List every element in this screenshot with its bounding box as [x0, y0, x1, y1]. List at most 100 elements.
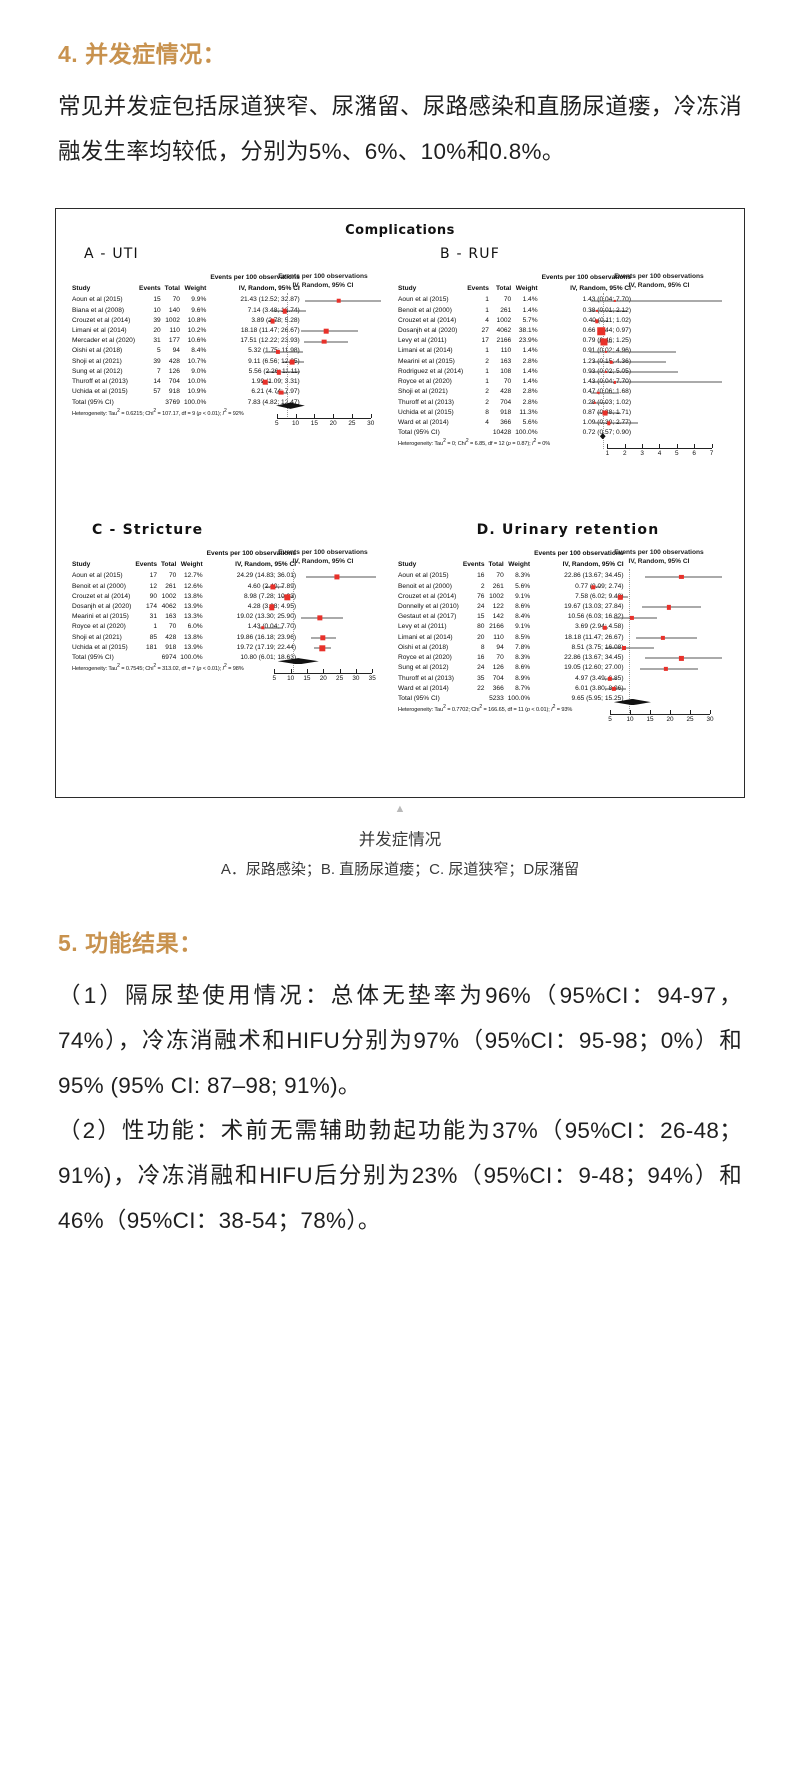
row-study: Uchida et al (2015)	[72, 643, 128, 651]
row-weight: 8.3%	[515, 572, 531, 580]
axis-tick-label: 25	[336, 675, 344, 683]
row-ci: 21.43 (12.52; 32.87)	[240, 296, 300, 304]
effect-size-marker	[319, 645, 326, 651]
row-study: Aoun et al (2015)	[72, 296, 123, 304]
row-total: 110	[493, 633, 504, 641]
table-row: Sung et al (2012) 24 126 8.6% 19.05 (12.60; …	[396, 663, 626, 673]
plot-header-top: Events per 100 observations	[278, 548, 368, 556]
row-events: 2	[485, 388, 489, 396]
axis-tick	[694, 444, 696, 449]
row-events: 76	[477, 592, 485, 600]
effect-size-marker	[334, 574, 340, 580]
row-total: 4062	[496, 326, 512, 334]
row-total: 428	[500, 388, 512, 396]
col-header-ci-top: Events per 100 observations	[534, 549, 624, 557]
effect-size-marker	[660, 635, 665, 641]
plot-header-top: Events per 100 observations	[278, 272, 368, 280]
axis-tick-label: 6	[692, 450, 696, 458]
table-row: Shoji et al (2021) 39 428 10.7% 9.11 (6.56; …	[70, 357, 302, 367]
table-row: Thuroff et al (2013) 14 704 10.0% 1.99 (1.09…	[70, 377, 302, 387]
confidence-interval-line	[642, 606, 702, 608]
row-events: 17	[481, 337, 489, 345]
row-events: 57	[153, 388, 161, 396]
row-events: 15	[153, 296, 161, 304]
collapse-arrow-icon[interactable]: ▲	[394, 802, 406, 815]
row-weight: 2.8%	[522, 398, 538, 406]
effect-size-marker	[260, 626, 265, 630]
col-header-events: Events	[139, 285, 161, 293]
confidence-interval-line	[258, 627, 284, 629]
col-header-total: Total	[164, 285, 180, 293]
axis-tick-label: 5	[272, 675, 277, 683]
row-total: 110	[500, 347, 512, 355]
col-header-weight: Weight	[180, 561, 203, 569]
row-events: 1	[485, 378, 489, 386]
row-study: Thuroff et al (2013)	[72, 378, 128, 386]
figure-caption-main: 并发症情况	[358, 830, 442, 849]
figure-caption: 并发症情况 A．尿路感染；B. 直肠尿道瘘；C. 尿道狭窄；D尿潴留	[55, 825, 745, 885]
effect-size-marker	[282, 308, 288, 314]
row-study: Mearini et al (2015)	[398, 357, 455, 365]
row-study: Rodriguez et al (2014)	[398, 367, 464, 375]
effect-size-marker	[275, 349, 281, 354]
row-study: Mercader et al (2020)	[72, 337, 136, 345]
forest-plot-canvas[interactable]: Complications A - UTI Events per 100 obs…	[55, 207, 745, 798]
row-events: 7	[157, 367, 161, 375]
row-ci: 8.51 (3.75; 16.08)	[571, 643, 624, 651]
row-events: 1	[485, 296, 489, 304]
row-total: 428	[165, 633, 177, 641]
row-ci: 0.47 (0.06; 1.68)	[582, 388, 632, 396]
row-ci: 5.56 (2.26; 11.11)	[248, 367, 300, 375]
confidence-interval-line	[590, 402, 608, 404]
row-ci: 10.56 (6.03; 16.82)	[567, 613, 624, 621]
reference-line	[293, 568, 295, 675]
row-study: Sung et al (2012)	[72, 367, 123, 375]
row-study: Crouzet et al (2014)	[72, 316, 131, 324]
heterogeneity-text: Heterogeneity: Tau2 = 0; Chi2 = 6.85, df…	[398, 438, 551, 448]
table-row: Royce et al (2020) 1 70 6.0% 1.43 (0.04; 7.7…	[70, 622, 298, 632]
row-weight: 38.1%	[518, 326, 538, 334]
section-5: 5. 功能结果： （1）隔尿垫使用情况：总体无垫率为96%（95%CI：94-9…	[0, 929, 800, 1243]
table-row: Uchida et al (2015) 181 918 13.9% 19.72 (17.…	[70, 643, 298, 653]
effect-size-marker	[600, 338, 608, 346]
axis-tick	[370, 413, 372, 418]
row-study: Dosanjh et al (2020)	[72, 602, 132, 610]
plot-header-bottom: IV, Random, 95% CI	[292, 281, 354, 289]
row-weight: 8.5%	[515, 633, 531, 641]
row-weight: 13.8%	[183, 592, 203, 600]
summary-diamond	[613, 698, 651, 706]
row-events: 8	[480, 643, 485, 651]
figure-caption-sub: A．尿路感染；B. 直肠尿道瘘；C. 尿道狭窄；D尿潴留	[220, 861, 580, 879]
row-study: Aoun et al (2015)	[72, 572, 123, 580]
axis-tick-label: 15	[303, 675, 311, 683]
row-study: Thuroff et al (2013)	[398, 674, 454, 682]
total-ci: 9.65 (5.95; 15.25)	[571, 694, 624, 702]
row-weight: 8.9%	[515, 674, 531, 682]
row-total: 126	[168, 367, 180, 375]
row-study: Uchida et al (2015)	[72, 388, 128, 396]
axis-tick-label: 15	[310, 419, 318, 427]
row-study: Mearini et al (2015)	[72, 613, 129, 621]
axis-tick-label: 20	[666, 716, 674, 724]
effect-size-marker	[618, 595, 623, 600]
table-row: Biana et al (2008) 10 140 9.6% 7.14 (3.48; 1…	[70, 306, 302, 316]
col-header-total: Total	[495, 285, 512, 293]
row-weight: 10.9%	[187, 388, 207, 396]
row-ci: 5.32 (1.75; 11.98)	[248, 347, 300, 355]
axis-tick-label: 25	[686, 716, 694, 724]
effect-size-marker	[270, 318, 275, 324]
total-label: Total (95% CI)	[398, 694, 440, 702]
row-study: Dosanjh et al (2020)	[398, 326, 458, 334]
row-study: Crouzet et al (2014)	[72, 592, 131, 600]
row-events: 90	[149, 592, 158, 600]
effect-size-marker	[664, 666, 669, 671]
row-total: 2166	[496, 337, 512, 345]
row-total: 140	[168, 306, 180, 314]
row-ci: 19.05 (12.60; 27.00)	[564, 664, 624, 672]
row-ci: 0.66 (0.44; 0.97)	[582, 326, 632, 334]
row-study: Sung et al (2012)	[398, 664, 449, 672]
total-weight: 100.0%	[515, 429, 538, 437]
heterogeneity-text: Heterogeneity: Tau2 = 0.6215; Chi2 = 107…	[72, 407, 244, 417]
section-4-heading: 4. 并发症情况：	[58, 41, 227, 67]
axis-tick	[650, 710, 651, 715]
